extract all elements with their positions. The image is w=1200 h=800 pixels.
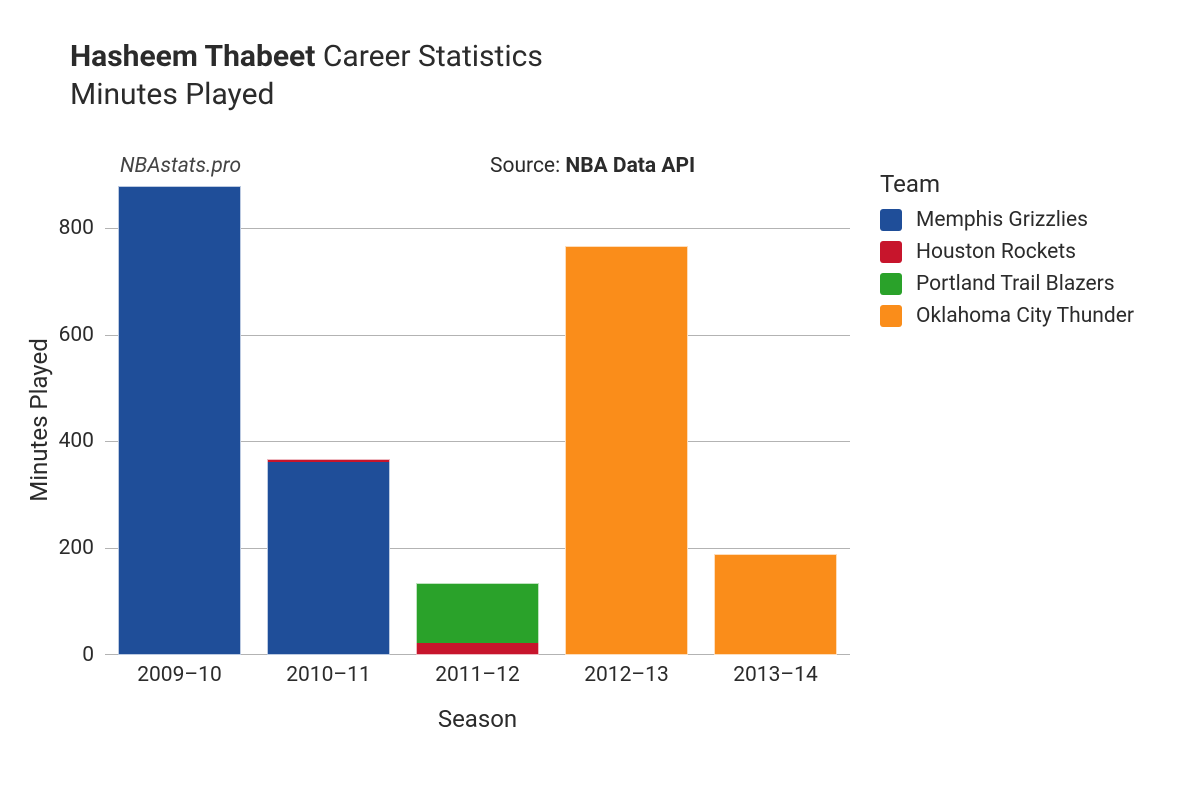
chart-title: Hasheem Thabeet Career Statistics Minute… (70, 38, 543, 113)
bar-segment (714, 554, 836, 655)
x-tick-label: 2010–11 (286, 663, 371, 687)
legend-label: Houston Rockets (916, 240, 1076, 264)
bar-segment (565, 246, 687, 655)
legend-items: Memphis Grizzlies Houston Rockets Portland… (880, 208, 1134, 328)
bar-group (416, 185, 538, 655)
title-subtitle: Minutes Played (70, 76, 543, 114)
legend-label: Portland Trail Blazers (916, 272, 1115, 296)
legend-item: Portland Trail Blazers (880, 272, 1134, 296)
source-name: NBA Data API (565, 154, 695, 178)
legend-swatch (880, 241, 902, 263)
legend-swatch (880, 273, 902, 295)
title-suffix: Career Statistics (323, 39, 543, 74)
y-axis-title: Minutes Played (25, 338, 53, 502)
title-player-name: Hasheem Thabeet (70, 39, 315, 74)
watermark-text: NBAstats.pro (120, 154, 241, 178)
y-tick-label: 0 (82, 643, 94, 667)
x-tick-label: 2011–12 (435, 663, 520, 687)
plot-area: Minutes Played Season 02004006008002009–… (105, 185, 850, 655)
legend-item: Memphis Grizzlies (880, 208, 1134, 232)
legend-label: Oklahoma City Thunder (916, 304, 1134, 328)
x-tick-label: 2012–13 (584, 663, 669, 687)
bar-group (565, 185, 687, 655)
y-tick-label: 800 (59, 216, 94, 240)
legend-title: Team (880, 170, 1134, 198)
bar-segment (267, 459, 389, 462)
bar-segment (416, 583, 538, 643)
bar-segment (118, 186, 240, 655)
x-tick-label: 2009–10 (137, 663, 222, 687)
bar-group (267, 185, 389, 655)
x-tick-label: 2013–14 (733, 663, 818, 687)
legend: Team Memphis Grizzlies Houston Rockets Por… (880, 170, 1134, 328)
legend-swatch (880, 305, 902, 327)
y-tick-label: 200 (59, 536, 94, 560)
y-tick-label: 400 (59, 429, 94, 453)
x-axis-title: Season (438, 705, 517, 733)
legend-item: Oklahoma City Thunder (880, 304, 1134, 328)
y-tick-label: 600 (59, 323, 94, 347)
source-attribution: Source: NBA Data API (490, 154, 695, 178)
legend-item: Houston Rockets (880, 240, 1134, 264)
bar-group (118, 185, 240, 655)
legend-label: Memphis Grizzlies (916, 208, 1088, 232)
source-prefix: Source: (490, 154, 565, 178)
legend-swatch (880, 209, 902, 231)
bar-group (714, 185, 836, 655)
bar-segment (416, 643, 538, 655)
bar-segment (267, 462, 389, 655)
